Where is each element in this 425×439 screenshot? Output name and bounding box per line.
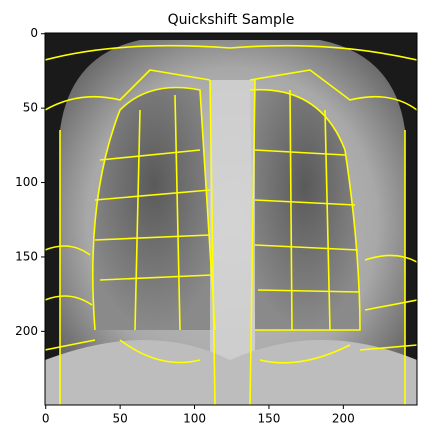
x-tick-label: 200 [332, 412, 355, 426]
y-tick-label: 0 [30, 26, 38, 40]
y-tick-label: 150 [15, 249, 38, 263]
x-tick-label: 0 [42, 412, 50, 426]
image [45, 33, 417, 405]
x-tick-label: 150 [257, 412, 280, 426]
y-tick-label: 200 [15, 324, 38, 338]
axes-frame [44, 32, 418, 406]
chart-title: Quickshift Sample [168, 12, 295, 28]
x-tick-label: 50 [113, 412, 128, 426]
x-tick-label: 100 [183, 412, 206, 426]
y-tick-label: 50 [23, 101, 38, 115]
y-tick-label: 100 [15, 175, 38, 189]
